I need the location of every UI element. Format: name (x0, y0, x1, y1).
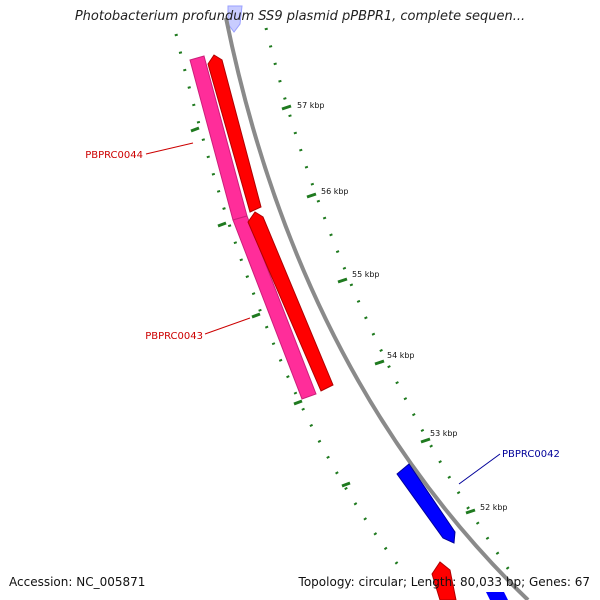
gene-label-pbprc0042[interactable]: PBPRC0042 (502, 449, 560, 460)
bottom-feature-blue[interactable] (486, 592, 508, 600)
kbp-label-52: 52 kbp (480, 503, 508, 512)
kbp-label-54: 54 kbp (387, 351, 415, 360)
accession-label: Accession: NC_005871 (9, 575, 146, 589)
gene-label-pbprc0044[interactable]: PBPRC0044 (85, 150, 143, 161)
backbone (224, 17, 530, 600)
callout-pbprc0044 (145, 142, 194, 155)
kbp-label-53: 53 kbp (430, 429, 458, 438)
kbp-label-57: 57 kbp (297, 101, 325, 110)
topology-summary: Topology: circular; Length: 80,033 bp; G… (298, 575, 590, 589)
major-ticks (281, 104, 476, 515)
bottom-feature-red[interactable] (431, 561, 457, 600)
red-cds-upper[interactable] (207, 54, 262, 213)
callout-pbprc0042 (458, 453, 501, 485)
kbp-label-55: 55 kbp (352, 270, 380, 279)
gene-label-pbprc0043[interactable]: PBPRC0043 (145, 331, 203, 342)
blue-cds-pbprc0042[interactable] (396, 463, 456, 544)
pink-feature-lower[interactable] (232, 215, 317, 400)
tick-track-outer (264, 27, 518, 581)
kbp-label-56: 56 kbp (321, 187, 349, 196)
map-title: Photobacterium profundum SS9 plasmid pPB… (74, 9, 526, 24)
callout-pbprc0043 (204, 317, 251, 335)
inner-major-ticks (190, 126, 351, 488)
red-cds-lower[interactable] (247, 211, 334, 392)
